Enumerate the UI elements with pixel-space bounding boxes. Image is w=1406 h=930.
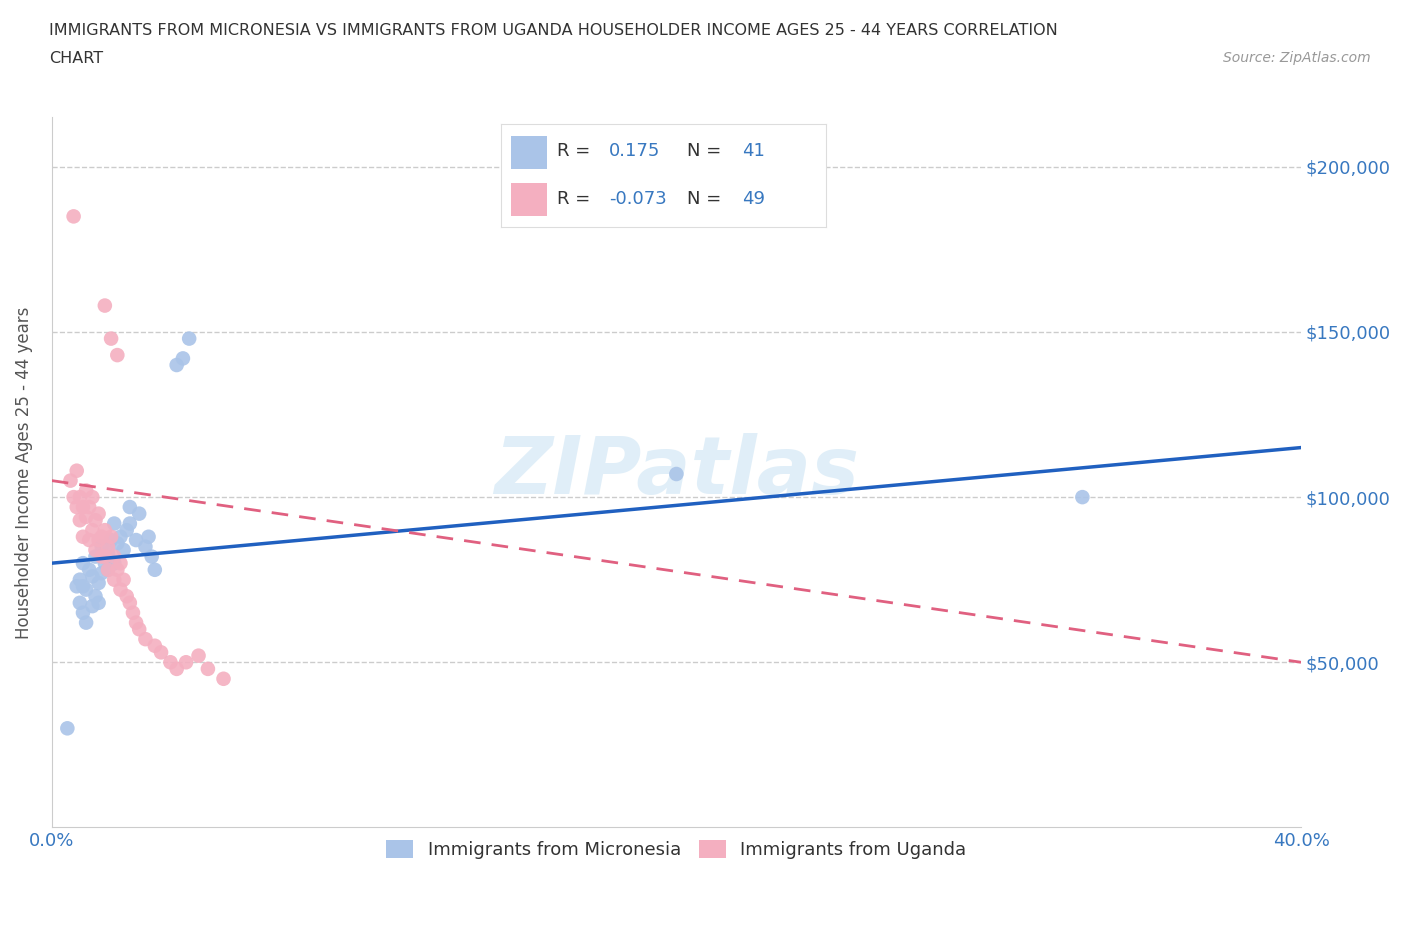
Point [94, 556, 117, 571]
Point [69, 595, 91, 610]
Point [143, 563, 166, 578]
Point [174, 655, 197, 670]
Point [103, 516, 125, 531]
Point [94, 523, 117, 538]
Point [84, 512, 107, 527]
Point [103, 549, 125, 564]
Point [159, 655, 181, 670]
Point [110, 556, 132, 571]
Point [90, 565, 112, 580]
Y-axis label: Householder Income Ages 25 - 44 years: Householder Income Ages 25 - 44 years [15, 306, 32, 639]
Point [97, 563, 120, 578]
Point [122, 605, 145, 620]
Point [166, 357, 188, 372]
Point [172, 351, 194, 365]
Point [56, 721, 79, 736]
Point [103, 572, 125, 587]
Point [100, 529, 122, 544]
Point [77, 499, 100, 514]
Point [84, 549, 107, 564]
Point [97, 546, 120, 561]
Point [166, 661, 188, 676]
Point [87, 576, 110, 591]
Point [77, 563, 100, 578]
Point [66, 499, 89, 514]
Point [72, 578, 94, 593]
Point [110, 582, 132, 597]
Point [125, 615, 148, 630]
Point [72, 556, 94, 571]
Point [75, 582, 97, 597]
Point [143, 638, 166, 653]
Point [77, 533, 100, 548]
Text: Source: ZipAtlas.com: Source: ZipAtlas.com [1223, 51, 1371, 65]
Point [118, 595, 141, 610]
Point [128, 506, 150, 521]
Point [90, 529, 112, 544]
Point [69, 512, 91, 527]
Point [105, 348, 128, 363]
Point [87, 533, 110, 548]
Point [115, 523, 138, 538]
Point [82, 523, 104, 538]
Point [138, 529, 160, 544]
Point [100, 331, 122, 346]
Point [69, 572, 91, 587]
Point [72, 605, 94, 620]
Point [212, 671, 235, 686]
Point [59, 473, 82, 488]
Point [112, 542, 135, 557]
Point [665, 467, 688, 482]
Point [82, 569, 104, 584]
Point [179, 331, 201, 346]
Point [84, 542, 107, 557]
Point [115, 589, 138, 604]
Point [75, 615, 97, 630]
Point [66, 578, 89, 593]
Point [75, 483, 97, 498]
Point [112, 572, 135, 587]
Point [150, 644, 173, 659]
Point [100, 533, 122, 548]
Point [72, 529, 94, 544]
Point [141, 549, 163, 564]
Point [105, 536, 128, 551]
Point [187, 648, 209, 663]
Point [72, 499, 94, 514]
Text: ZIPatlas: ZIPatlas [494, 433, 859, 512]
Legend: Immigrants from Micronesia, Immigrants from Uganda: Immigrants from Micronesia, Immigrants f… [377, 830, 976, 868]
Point [118, 499, 141, 514]
Point [134, 539, 156, 554]
Point [87, 506, 110, 521]
Point [97, 563, 120, 578]
Point [75, 510, 97, 525]
Point [103, 556, 125, 571]
Point [125, 533, 148, 548]
Point [87, 595, 110, 610]
Point [128, 622, 150, 637]
Point [197, 661, 219, 676]
Text: CHART: CHART [49, 51, 103, 66]
Point [62, 490, 84, 505]
Point [66, 463, 89, 478]
Point [97, 539, 120, 554]
Point [1071, 490, 1094, 505]
Point [62, 209, 84, 224]
Point [84, 589, 107, 604]
Point [82, 599, 104, 614]
Point [90, 539, 112, 554]
Point [94, 299, 117, 313]
Text: IMMIGRANTS FROM MICRONESIA VS IMMIGRANTS FROM UGANDA HOUSEHOLDER INCOME AGES 25 : IMMIGRANTS FROM MICRONESIA VS IMMIGRANTS… [49, 23, 1057, 38]
Point [118, 516, 141, 531]
Point [94, 549, 117, 564]
Point [105, 563, 128, 578]
Point [110, 529, 132, 544]
Point [82, 490, 104, 505]
Point [134, 631, 156, 646]
Point [90, 549, 112, 564]
Point [69, 490, 91, 505]
